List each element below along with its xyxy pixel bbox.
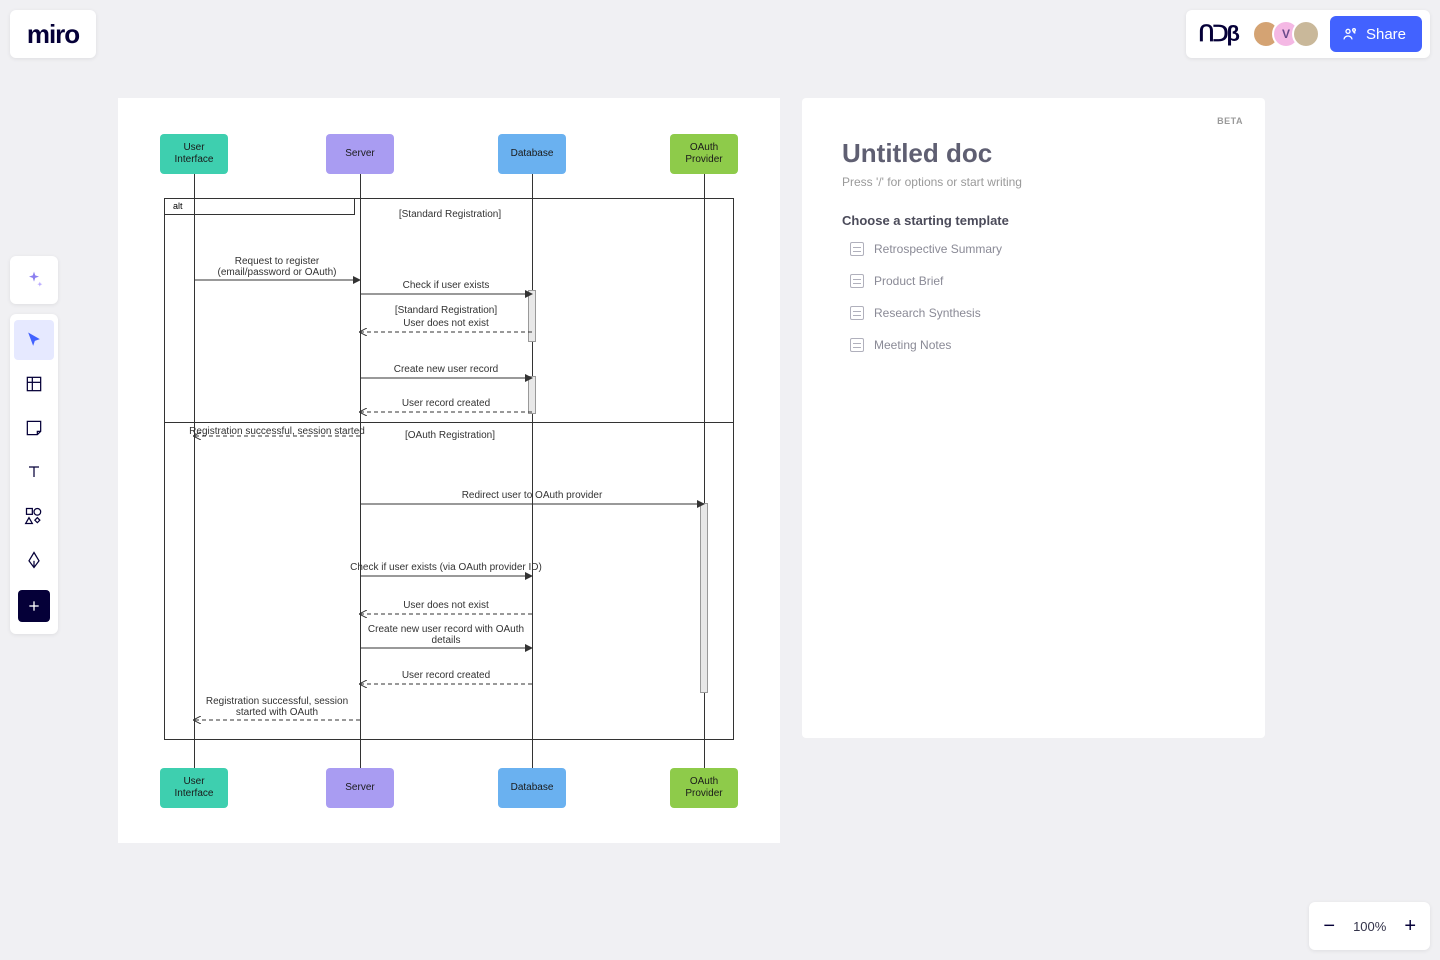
section-label: [OAuth Registration]	[405, 430, 495, 441]
activation-oauth	[700, 503, 708, 693]
shapes-icon	[24, 506, 44, 526]
topbar: ᑎᑐβ V Share	[1186, 10, 1430, 58]
message-label: User does not exist	[403, 318, 489, 329]
activation-db	[528, 376, 536, 414]
doc-icon	[850, 274, 864, 288]
zoom-controls: − 100% +	[1309, 902, 1430, 950]
left-toolbar	[10, 314, 58, 634]
share-button-label: Share	[1366, 26, 1406, 43]
participant-oauth[interactable]: OAuth Provider	[670, 134, 738, 174]
alt-label: alt	[165, 199, 191, 213]
message-label: [Standard Registration]	[395, 305, 497, 316]
doc-icon	[850, 338, 864, 352]
ai-tool-button[interactable]	[10, 256, 58, 304]
doc-icon	[850, 306, 864, 320]
zoom-in-button[interactable]: +	[1404, 915, 1416, 938]
participant-ui[interactable]: User Interface	[160, 768, 228, 808]
beta-badge: BETA	[1217, 116, 1243, 126]
avatar[interactable]	[1292, 20, 1320, 48]
message-label: User record created	[402, 670, 490, 681]
doc-panel[interactable]: BETA Untitled doc Press '/' for options …	[802, 98, 1265, 738]
template-item[interactable]: Research Synthesis	[850, 306, 1225, 320]
select-tool[interactable]	[14, 320, 54, 360]
template-item[interactable]: Retrospective Summary	[850, 242, 1225, 256]
app-logo[interactable]: miro	[10, 10, 96, 58]
sticky-tool[interactable]	[14, 408, 54, 448]
template-label: Retrospective Summary	[874, 242, 1002, 256]
pen-icon	[24, 550, 44, 570]
text-tool[interactable]	[14, 452, 54, 492]
message-label: Create new user record with OAuth detail…	[366, 624, 526, 646]
template-label: Product Brief	[874, 274, 943, 288]
pen-tool[interactable]	[14, 540, 54, 580]
doodle-icon: ᑎᑐβ	[1194, 21, 1242, 47]
message-label: User does not exist	[403, 600, 489, 611]
participant-oauth[interactable]: OAuth Provider	[670, 768, 738, 808]
alt-divider	[164, 422, 734, 423]
cursor-icon	[24, 330, 44, 350]
diagram-canvas[interactable]: User Interface Server Database OAuth Provid…	[118, 98, 780, 843]
message-label: Registration successful, session started…	[197, 696, 357, 718]
plus-icon	[26, 598, 42, 614]
zoom-out-button[interactable]: −	[1323, 915, 1335, 938]
template-item[interactable]: Meeting Notes	[850, 338, 1225, 352]
message-label: Check if user exists (via OAuth provider…	[350, 562, 542, 573]
frame-tool[interactable]	[14, 364, 54, 404]
message-label: Request to register (email/password or O…	[197, 256, 357, 278]
share-button[interactable]: Share	[1330, 16, 1422, 52]
template-label: Meeting Notes	[874, 338, 951, 352]
participant-srv[interactable]: Server	[326, 134, 394, 174]
template-item[interactable]: Product Brief	[850, 274, 1225, 288]
template-label: Research Synthesis	[874, 306, 981, 320]
message-label: Create new user record	[394, 364, 499, 375]
activation-db	[528, 290, 536, 342]
participant-ui[interactable]: User Interface	[160, 134, 228, 174]
message-label: User record created	[402, 398, 490, 409]
share-icon	[1342, 26, 1358, 42]
frame-icon	[24, 374, 44, 394]
message-label: Registration successful, session started	[189, 426, 365, 437]
templates-heading: Choose a starting template	[842, 213, 1225, 228]
avatar-stack[interactable]: V	[1252, 20, 1320, 48]
participant-db[interactable]: Database	[498, 768, 566, 808]
participant-srv[interactable]: Server	[326, 768, 394, 808]
text-icon	[24, 462, 44, 482]
add-tool[interactable]	[18, 590, 50, 622]
doc-hint: Press '/' for options or start writing	[842, 175, 1225, 189]
message-label: Check if user exists	[403, 280, 490, 291]
participant-db[interactable]: Database	[498, 134, 566, 174]
sticky-icon	[24, 418, 44, 438]
shapes-tool[interactable]	[14, 496, 54, 536]
message-label: Redirect user to OAuth provider	[462, 490, 603, 501]
section-label: [Standard Registration]	[399, 209, 501, 220]
doc-title[interactable]: Untitled doc	[842, 138, 1225, 169]
doc-icon	[850, 242, 864, 256]
sparkle-icon	[24, 270, 44, 290]
zoom-level: 100%	[1353, 919, 1386, 934]
